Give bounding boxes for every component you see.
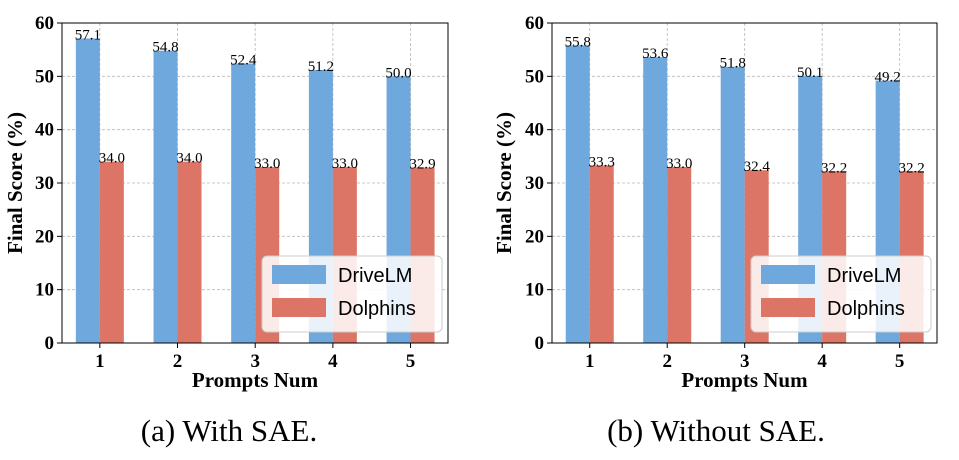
chart-panel-2: 55.8 53.6 51.8 50.1 49.2 33.3 33.0 32.4 32.2 32.2… <box>492 13 938 448</box>
data-label: 34.0 <box>99 151 125 167</box>
y-tick-label: 30 <box>35 173 54 194</box>
panel-caption: (a) With SAE. <box>141 413 317 448</box>
data-label: 51.2 <box>308 59 334 75</box>
legend-label-drivelm: DriveLM <box>827 265 901 287</box>
data-label: 32.9 <box>409 157 435 173</box>
data-label: 33.3 <box>589 154 615 170</box>
y-axis-title: Final Score (%) <box>3 112 27 254</box>
bar-dolphins-2 <box>177 161 202 343</box>
y-tick-label: 20 <box>35 226 54 247</box>
y-tick-label: 60 <box>525 13 544 34</box>
y-tick-label: 40 <box>525 120 544 141</box>
data-label: 33.0 <box>254 156 280 172</box>
y-axis-title: Final Score (%) <box>492 112 516 254</box>
y-tick-label: 0 <box>535 333 545 354</box>
y-tick-label: 10 <box>35 280 54 301</box>
x-axis-title: Prompts Num <box>192 368 319 392</box>
legend-label-drivelm: DriveLM <box>338 265 412 287</box>
y-tick-label: 10 <box>525 280 544 301</box>
x-tick-label: 5 <box>406 351 416 372</box>
data-label: 33.0 <box>332 156 358 172</box>
x-tick-label: 3 <box>740 351 750 372</box>
y-tick-label: 20 <box>525 226 544 247</box>
panel-caption: (b) Without SAE. <box>607 413 825 448</box>
legend-swatch-dolphins <box>761 298 815 317</box>
legend: DriveLM Dolphins <box>750 255 932 333</box>
bar-drivelm-2 <box>153 50 178 343</box>
bar-dolphins-2 <box>667 167 692 343</box>
y-tick-label: 50 <box>525 66 544 87</box>
legend-label-dolphins: Dolphins <box>338 298 416 320</box>
data-label: 32.4 <box>744 159 771 175</box>
y-tick-label: 40 <box>35 120 54 141</box>
bar-dolphins-1 <box>589 165 614 343</box>
bar-drivelm-3 <box>720 66 745 343</box>
data-label: 53.6 <box>642 46 669 62</box>
x-tick-label: 2 <box>662 351 672 372</box>
x-tick-label: 3 <box>250 351 260 372</box>
data-label: 57.1 <box>75 27 101 43</box>
x-tick-label: 1 <box>95 351 105 372</box>
data-label: 50.1 <box>797 65 823 81</box>
chart-panel-1: 57.1 54.8 52.4 51.2 50.0 34.0 34.0 33.0 33.0 32.9… <box>3 13 449 448</box>
legend-swatch-drivelm <box>272 265 326 284</box>
bar-drivelm-3 <box>231 63 256 344</box>
data-label: 32.2 <box>899 160 925 176</box>
y-tick-label: 60 <box>35 13 54 34</box>
data-label: 55.8 <box>565 34 591 50</box>
bar-drivelm-1 <box>75 38 100 343</box>
y-tick-label: 50 <box>35 66 54 87</box>
bar-drivelm-2 <box>643 57 668 344</box>
legend-label-dolphins: Dolphins <box>827 298 905 320</box>
data-label: 33.0 <box>666 156 692 172</box>
bar-drivelm-1 <box>565 45 590 344</box>
x-tick-label: 5 <box>895 351 905 372</box>
data-label: 51.8 <box>720 56 746 72</box>
y-tick-label: 30 <box>525 173 544 194</box>
x-tick-label: 4 <box>328 351 338 372</box>
y-tick-label: 0 <box>45 333 55 354</box>
x-tick-label: 2 <box>173 351 183 372</box>
x-tick-label: 4 <box>817 351 827 372</box>
data-label: 52.4 <box>230 53 257 69</box>
data-label: 54.8 <box>152 40 178 56</box>
legend: DriveLM Dolphins <box>261 255 443 333</box>
data-label: 49.2 <box>875 70 901 86</box>
data-label: 50.0 <box>385 65 411 81</box>
legend-swatch-drivelm <box>761 265 815 284</box>
x-tick-label: 1 <box>585 351 595 372</box>
data-label: 34.0 <box>176 151 202 167</box>
bar-dolphins-1 <box>99 161 124 343</box>
x-axis-title: Prompts Num <box>681 368 808 392</box>
data-label: 32.2 <box>821 160 847 176</box>
legend-swatch-dolphins <box>272 298 326 317</box>
